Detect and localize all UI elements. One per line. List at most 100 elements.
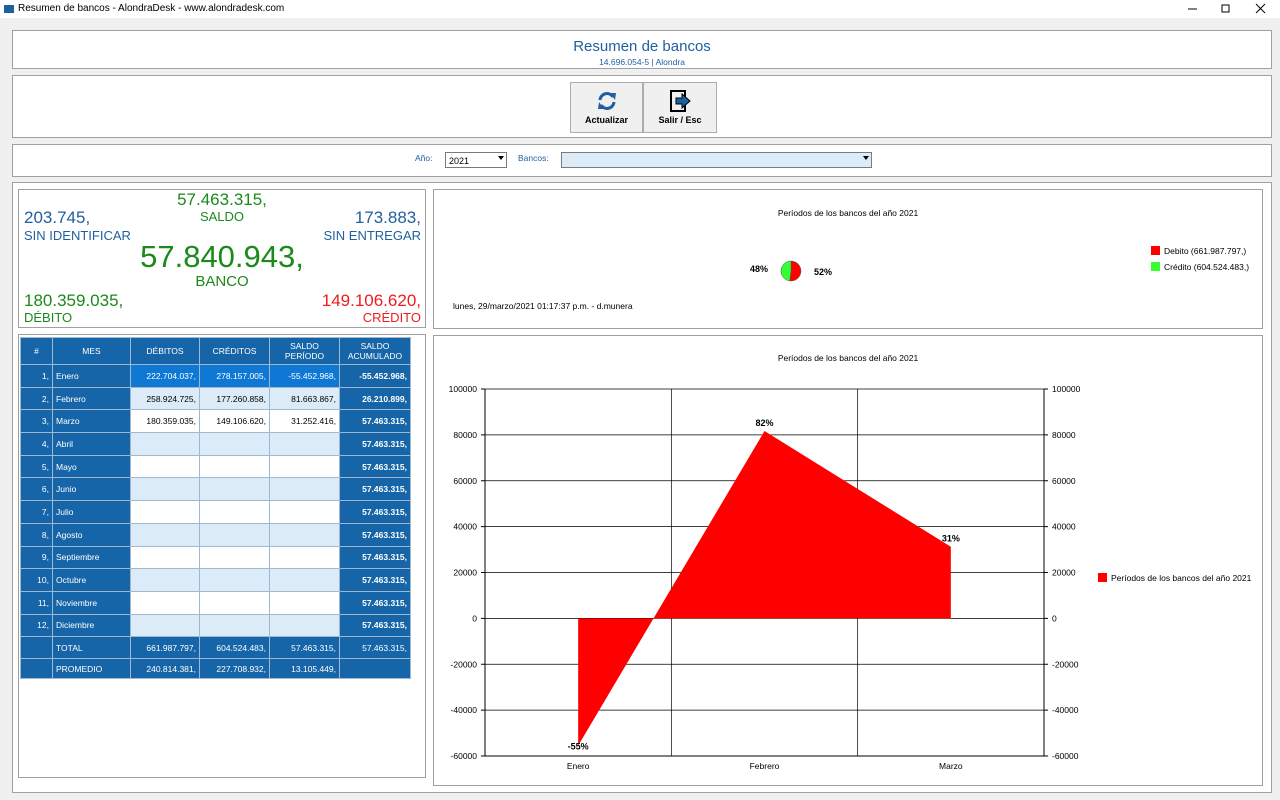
year-select[interactable]: 2021: [445, 152, 507, 168]
banks-select[interactable]: [561, 152, 872, 168]
slice-label: 48%: [750, 264, 768, 274]
table-cell: 222.704.037,: [130, 364, 200, 388]
button-label: Actualizar: [584, 115, 628, 125]
table-cell: 57.463.315,: [339, 500, 411, 524]
table-row[interactable]: 9, Septiembre 57.463.315,: [20, 545, 411, 570]
y2-tick-label: 0: [1052, 613, 1057, 623]
credit-label: CRÉDITO: [362, 310, 421, 325]
page-subtitle: 14.696.054-5 | Alondra: [599, 57, 685, 67]
table-row[interactable]: 1, Enero 222.704.037, 278.157.005, -55.452.9…: [20, 364, 411, 388]
pie-panel: Períodos de los bancos del año 2021 lunes…: [433, 189, 1263, 329]
table-cell: 81.663.867,: [269, 386, 340, 411]
y2-tick-label: 20000: [1052, 568, 1076, 578]
table-cell: 31.252.416,: [269, 409, 340, 434]
table-cell: [199, 545, 270, 570]
table-cell: Diciembre: [52, 613, 131, 638]
table-cell: 26.210.899,: [339, 386, 411, 411]
table-cell: 661.987.797,: [130, 636, 200, 660]
year-value: 2021: [449, 156, 470, 166]
x-tick-label: Enero: [567, 761, 590, 771]
y2-tick-label: -20000: [1052, 659, 1079, 669]
window-controls[interactable]: [1180, 0, 1280, 18]
table-cell: 1,: [20, 364, 53, 388]
table-cell: -55.452.968,: [269, 364, 340, 388]
pie-slice: [789, 260, 802, 282]
area: [578, 431, 951, 746]
y2-tick-label: -40000: [1052, 705, 1079, 715]
table-cell: Junio: [52, 477, 131, 502]
table-row[interactable]: 10, Octubre 57.463.315,: [20, 568, 411, 592]
table-cell: 13.105.449,: [269, 658, 340, 680]
table-cell: 3,: [20, 409, 53, 434]
banks-label: Bancos:: [518, 153, 549, 163]
table-cell: [130, 522, 200, 547]
table-cell: [199, 590, 270, 615]
table-cell: 57.463.315,: [339, 432, 411, 456]
table-row[interactable]: 2, Febrero 258.924.725, 177.260.858, 81.663.…: [20, 386, 411, 411]
table-row[interactable]: 6, Junio 57.463.315,: [20, 477, 411, 502]
table-cell: 57.463.315,: [339, 545, 411, 570]
table-cell: Julio: [52, 500, 131, 524]
table-row[interactable]: 11, Noviembre 57.463.315,: [20, 590, 411, 615]
table-cell: [130, 613, 200, 638]
unidentified-value: 203.745,: [24, 208, 91, 227]
y-tick-label: 20000: [453, 568, 477, 578]
table-row[interactable]: 12, Diciembre 57.463.315,: [20, 613, 411, 638]
table-row[interactable]: 8, Agosto 57.463.315,: [20, 522, 411, 547]
table-cell: 9,: [20, 545, 53, 570]
legend-swatch: [1151, 262, 1160, 271]
table-cell: 10,: [20, 568, 53, 592]
chart-title: Períodos de los bancos del año 2021: [778, 208, 919, 218]
y2-tick-label: 40000: [1052, 522, 1076, 532]
y-tick-label: 100000: [449, 384, 478, 394]
table-row[interactable]: TOTAL 661.987.797, 604.524.483, 57.463.315,…: [20, 636, 411, 660]
table-row[interactable]: 3, Marzo 180.359.035, 149.106.620, 31.252.41…: [20, 409, 411, 434]
exit-button[interactable]: Salir / Esc: [643, 82, 717, 133]
legend-label: Debito (661.987.797,): [1164, 246, 1246, 256]
y2-tick-label: -60000: [1052, 751, 1079, 761]
y-tick-label: 40000: [453, 522, 477, 532]
table-cell: Agosto: [52, 522, 131, 547]
table-row[interactable]: 5, Mayo 57.463.315,: [20, 454, 411, 479]
table-cell: [130, 590, 200, 615]
table-cell: [269, 500, 340, 524]
table-row[interactable]: PROMEDIO 240.814.381, 227.708.932, 13.105.4…: [20, 658, 411, 680]
area-panel: Períodos de los bancos del año 2021 -6000…: [433, 335, 1263, 786]
table-row[interactable]: 4, Abril 57.463.315,: [20, 432, 411, 456]
table-cell: [269, 613, 340, 638]
table-cell: MES: [52, 337, 131, 365]
table-cell: [269, 522, 340, 547]
legend-swatch: [1151, 246, 1160, 255]
table-cell: [269, 545, 340, 570]
table-cell: [269, 454, 340, 479]
legend-label: Períodos de los bancos del año 2021: [1111, 573, 1252, 583]
table-cell: 57.463.315,: [269, 636, 340, 660]
x-tick-label: Febrero: [750, 761, 780, 771]
table-cell: [199, 500, 270, 524]
table-cell: [199, 477, 270, 502]
refresh-button[interactable]: Actualizar: [570, 82, 643, 133]
table-row[interactable]: 7, Julio 57.463.315,: [20, 500, 411, 524]
table-cell: [130, 432, 200, 456]
saldo-value: 57.463.315,: [177, 190, 267, 209]
table-cell: Abril: [52, 432, 131, 456]
table-cell: [199, 432, 270, 456]
credit-value: 149.106.620,: [321, 291, 421, 310]
table-cell: DÉBITOS: [130, 337, 200, 365]
undelivered-value: 173.883,: [354, 208, 421, 227]
table-cell: 240.814.381,: [130, 658, 200, 680]
table-cell: 604.524.483,: [199, 636, 270, 660]
saldo-label: SALDO: [199, 209, 245, 224]
table-cell: 57.463.315,: [339, 568, 411, 592]
y-tick-label: 80000: [453, 430, 477, 440]
table-cell: Mayo: [52, 454, 131, 479]
table-cell: 177.260.858,: [199, 386, 270, 411]
table-cell: [199, 454, 270, 479]
value-label: -55%: [568, 742, 589, 752]
table-row[interactable]: # MES DÉBITOS CRÉDITOS SALDO PERÍODO SALDO AC…: [20, 337, 411, 365]
y2-tick-label: 60000: [1052, 476, 1076, 486]
debit-label: DÉBITO: [24, 310, 73, 325]
y-tick-label: -20000: [451, 659, 478, 669]
chart-annotation: lunes, 29/marzo/2021 01:17:37 p.m. - d.m…: [453, 301, 633, 311]
table-cell: Marzo: [52, 409, 131, 434]
